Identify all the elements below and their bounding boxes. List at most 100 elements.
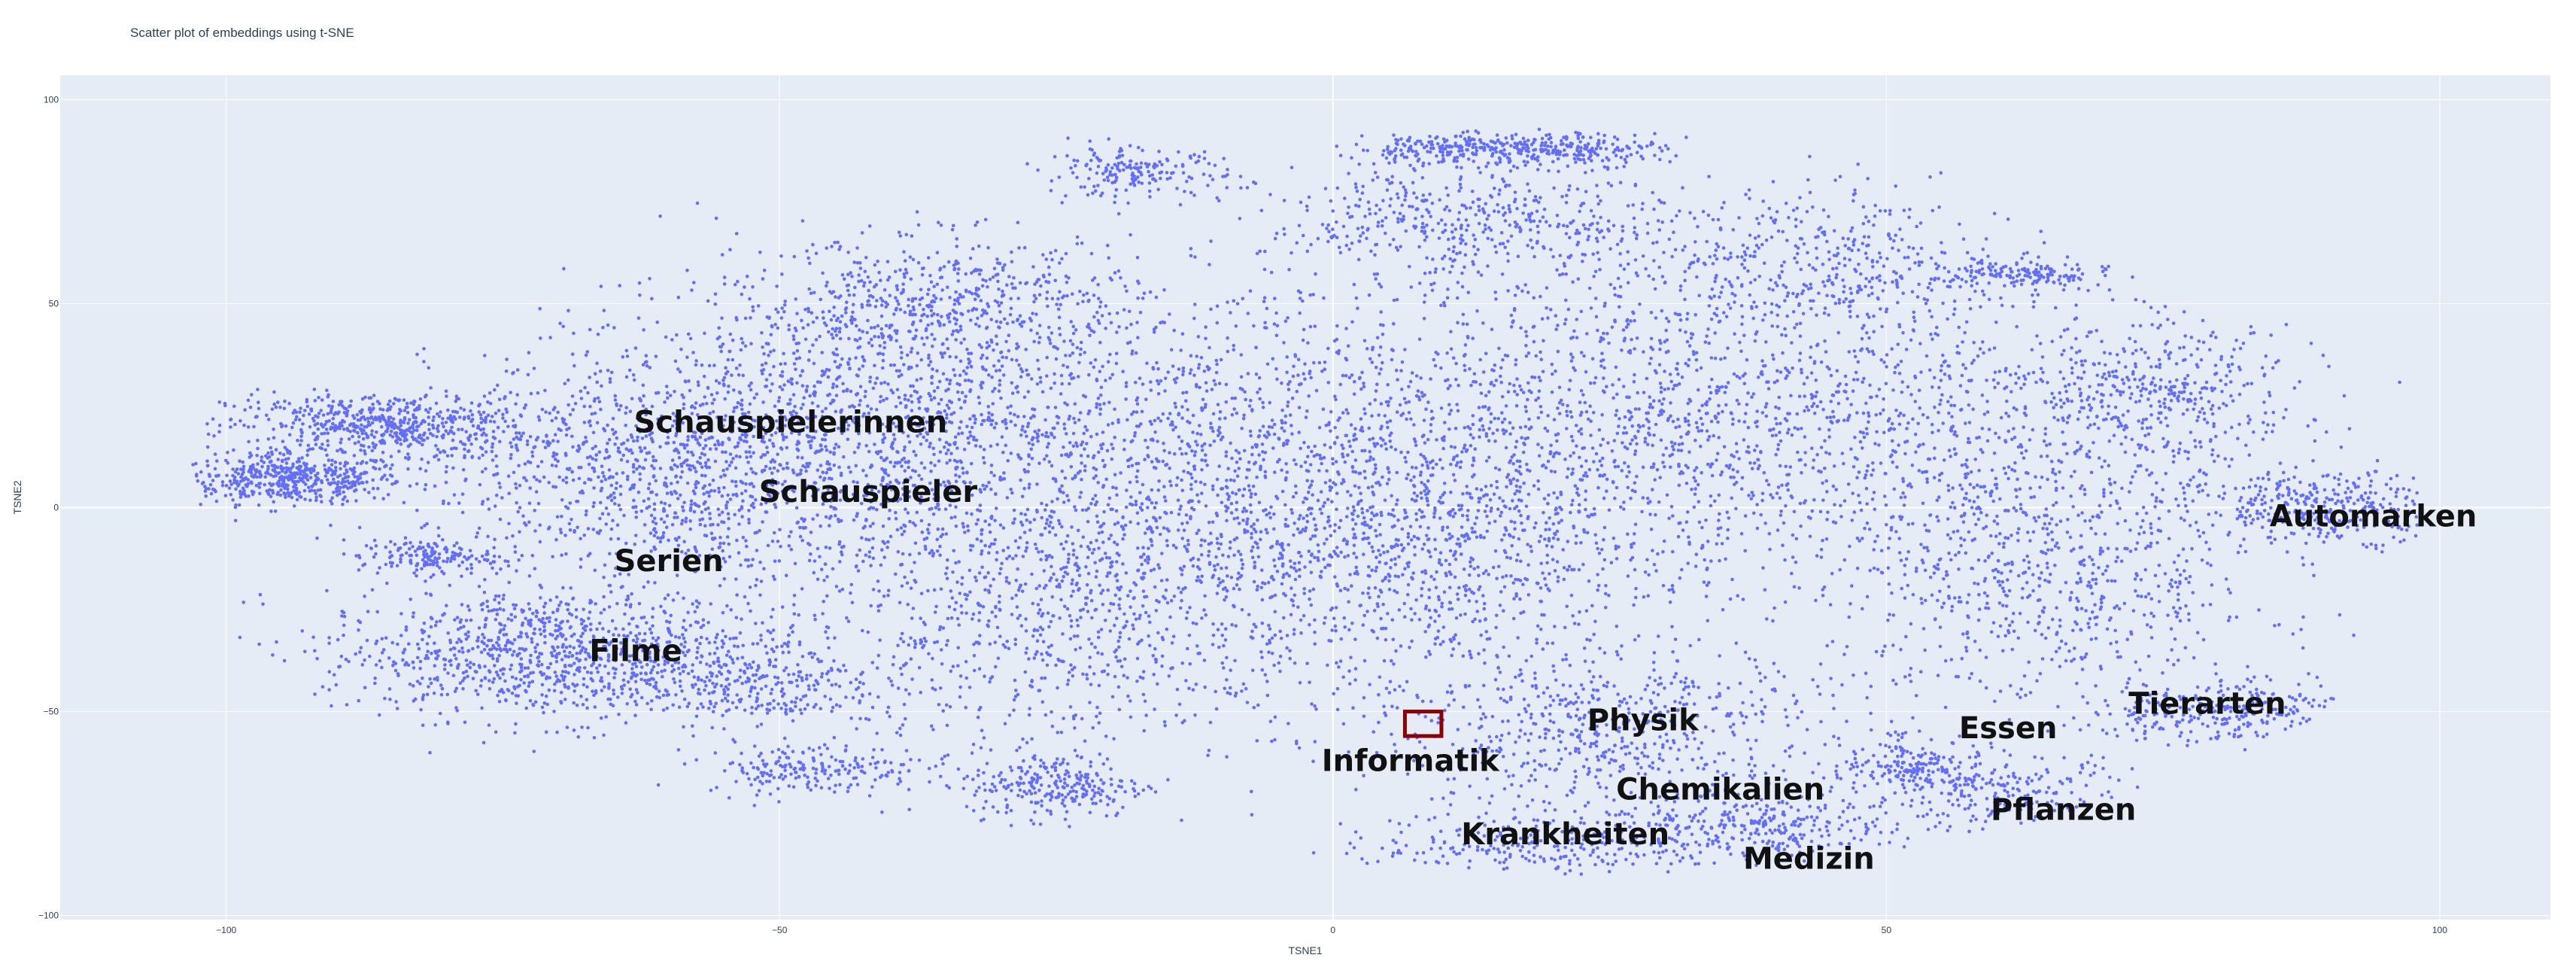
- data-point: [894, 510, 898, 515]
- data-point: [269, 473, 273, 477]
- data-point: [662, 520, 667, 525]
- data-point: [641, 383, 646, 388]
- data-point: [639, 695, 644, 700]
- data-point: [1010, 281, 1014, 286]
- data-point: [674, 693, 678, 697]
- data-point: [909, 350, 913, 354]
- data-point: [654, 680, 658, 685]
- data-point: [985, 484, 989, 488]
- data-point: [499, 668, 503, 672]
- data-point: [344, 461, 348, 464]
- data-point: [754, 583, 758, 588]
- data-point: [270, 407, 275, 412]
- data-point: [1095, 310, 1099, 315]
- data-point: [1059, 542, 1063, 546]
- data-point: [272, 500, 276, 504]
- data-point: [989, 444, 993, 449]
- data-point: [646, 497, 651, 501]
- data-point: [948, 312, 952, 316]
- data-point: [272, 474, 275, 479]
- data-point: [731, 661, 735, 665]
- data-point: [372, 394, 376, 397]
- data-point: [387, 415, 391, 420]
- data-point: [1039, 558, 1043, 561]
- data-point: [301, 422, 305, 426]
- data-point: [581, 631, 585, 635]
- data-point: [727, 527, 731, 531]
- data-point: [743, 661, 747, 666]
- data-point: [815, 316, 819, 320]
- data-point: [420, 526, 424, 530]
- data-point: [1056, 421, 1060, 425]
- data-point: [989, 318, 993, 321]
- data-point: [477, 526, 481, 531]
- data-point: [1065, 494, 1069, 497]
- data-point: [878, 400, 882, 403]
- data-point: [1180, 521, 1184, 526]
- data-point: [682, 619, 686, 622]
- data-point: [332, 673, 336, 677]
- data-point: [1045, 518, 1050, 521]
- data-point: [869, 326, 873, 330]
- data-point: [917, 666, 922, 670]
- data-point: [579, 565, 583, 569]
- data-point: [317, 396, 320, 400]
- data-point: [860, 305, 864, 309]
- data-point: [646, 486, 651, 491]
- data-point: [718, 475, 723, 479]
- data-point: [518, 530, 521, 534]
- data-point: [846, 465, 851, 470]
- data-point: [1180, 416, 1184, 420]
- data-point: [879, 394, 882, 399]
- data-point: [975, 220, 980, 224]
- data-point: [903, 259, 907, 263]
- data-point: [624, 424, 627, 427]
- data-point: [1045, 355, 1049, 360]
- data-point: [705, 637, 709, 641]
- data-point: [773, 559, 777, 563]
- data-point: [1014, 386, 1018, 390]
- data-point: [760, 331, 764, 335]
- data-point: [305, 453, 309, 458]
- data-point: [551, 633, 554, 637]
- data-point: [428, 750, 432, 755]
- data-point: [554, 659, 559, 664]
- data-point: [543, 601, 548, 606]
- data-point: [1104, 477, 1108, 482]
- data-point: [656, 536, 660, 540]
- data-point: [491, 643, 495, 648]
- data-point: [1166, 416, 1170, 421]
- data-point: [747, 521, 751, 525]
- data-point: [586, 725, 590, 730]
- data-point: [242, 601, 246, 604]
- data-point: [963, 379, 968, 382]
- data-point: [1136, 336, 1140, 340]
- data-point: [1076, 302, 1080, 306]
- data-point: [934, 296, 938, 300]
- data-point: [518, 646, 522, 651]
- data-point: [687, 379, 691, 383]
- data-point: [487, 723, 491, 727]
- data-point: [855, 246, 859, 250]
- data-point: [989, 423, 993, 427]
- data-point: [332, 477, 336, 482]
- data-point: [1010, 260, 1014, 264]
- data-point: [932, 396, 937, 400]
- data-point: [512, 607, 517, 611]
- data-point: [595, 627, 599, 631]
- data-point: [503, 419, 507, 424]
- data-point: [324, 448, 327, 452]
- data-point: [344, 485, 348, 488]
- data-point: [567, 378, 570, 382]
- data-point: [523, 674, 527, 679]
- data-point: [1068, 339, 1073, 343]
- data-point: [538, 306, 542, 311]
- data-point: [1163, 376, 1168, 381]
- data-point: [955, 390, 960, 394]
- data-point: [852, 450, 857, 455]
- data-point: [397, 412, 401, 415]
- data-point: [787, 544, 791, 548]
- data-point: [1010, 491, 1014, 495]
- data-point: [1124, 385, 1129, 388]
- data-point: [524, 403, 528, 407]
